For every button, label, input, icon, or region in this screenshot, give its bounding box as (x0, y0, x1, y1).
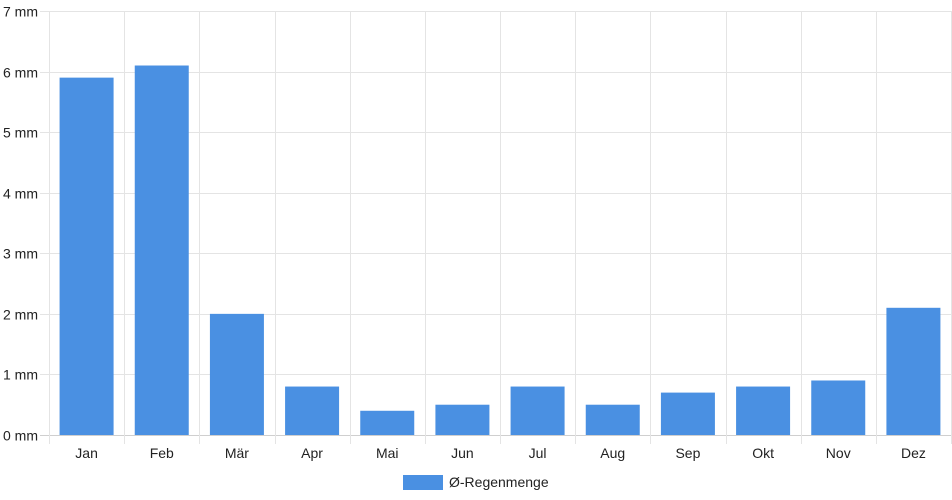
bar-mai[interactable] (360, 410, 415, 435)
bar-jul[interactable] (510, 386, 565, 435)
x-axis-ticks: Jan Feb Mär Apr Mai Jun Jul Aug Sep Okt Nov Dez (75, 445, 926, 461)
bar-dez[interactable] (886, 307, 941, 435)
x-tick-label: Dez (901, 445, 926, 461)
bar-apr[interactable] (285, 386, 340, 435)
x-tick-label: Aug (600, 445, 625, 461)
y-tick-label: 2 mm (3, 307, 38, 323)
bar-nov[interactable] (811, 380, 866, 435)
x-tick-label: Jul (529, 445, 547, 461)
legend[interactable]: Ø-Regenmenge (403, 474, 549, 490)
x-tick-label: Jun (451, 445, 474, 461)
x-tick-label: Mär (225, 445, 249, 461)
y-tick-label: 1 mm (3, 367, 38, 383)
bar-aug[interactable] (585, 404, 640, 435)
x-tick-label: Feb (150, 445, 174, 461)
x-tick-label: Nov (826, 445, 851, 461)
x-tick-label: Okt (752, 445, 774, 461)
bar-sep[interactable] (660, 392, 715, 435)
y-tick-label: 3 mm (3, 246, 38, 262)
x-tick-label: Jan (75, 445, 98, 461)
bar-feb[interactable] (134, 65, 189, 435)
x-tick-label: Mai (376, 445, 399, 461)
y-tick-label: 5 mm (3, 125, 38, 141)
y-tick-label: 6 mm (3, 65, 38, 81)
legend-label[interactable]: Ø-Regenmenge (449, 474, 549, 490)
bar-jun[interactable] (435, 404, 490, 435)
y-tick-label: 4 mm (3, 186, 38, 202)
y-tick-label: 0 mm (3, 428, 38, 444)
grid-lines (40, 11, 952, 444)
x-tick-label: Sep (675, 445, 700, 461)
x-tick-label: Apr (301, 445, 323, 461)
y-tick-label: 7 mm (3, 4, 38, 20)
legend-swatch[interactable] (403, 475, 443, 490)
y-axis-ticks: 0 mm 1 mm 2 mm 3 mm 4 mm 5 mm 6 mm 7 mm (3, 4, 38, 444)
bar-okt[interactable] (736, 386, 791, 435)
bar-mär[interactable] (209, 313, 264, 435)
bar-series (59, 65, 941, 435)
bar-jan[interactable] (59, 77, 114, 435)
